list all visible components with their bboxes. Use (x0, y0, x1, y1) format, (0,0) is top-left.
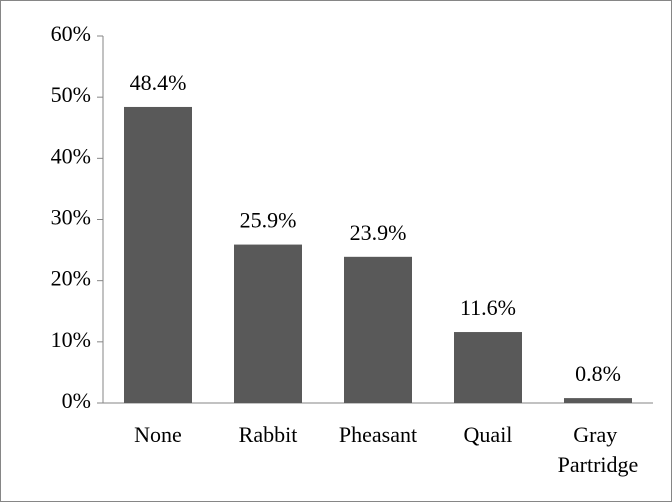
x-tick-label: Quail (464, 422, 513, 447)
value-label: 48.4% (130, 70, 187, 95)
bar (344, 256, 412, 403)
y-tick-label: 10% (51, 327, 91, 352)
bar (124, 106, 192, 403)
y-tick-label: 40% (51, 143, 91, 168)
x-tick-label: None (134, 422, 182, 447)
bar (454, 332, 522, 403)
value-label: 25.9% (240, 208, 297, 233)
bar (564, 398, 632, 403)
value-label: 23.9% (350, 220, 407, 245)
bar (234, 244, 302, 403)
x-tick-label: Pheasant (339, 422, 417, 447)
value-label: 11.6% (460, 295, 516, 320)
y-tick-label: 60% (51, 21, 91, 46)
x-tick-label: Rabbit (239, 422, 298, 447)
x-tick-label: Gray Partridge (558, 422, 639, 477)
y-tick-label: 0% (62, 388, 91, 413)
y-tick-label: 50% (51, 82, 91, 107)
y-tick-label: 20% (51, 266, 91, 291)
value-label: 0.8% (575, 361, 621, 386)
y-tick-label: 30% (51, 205, 91, 230)
